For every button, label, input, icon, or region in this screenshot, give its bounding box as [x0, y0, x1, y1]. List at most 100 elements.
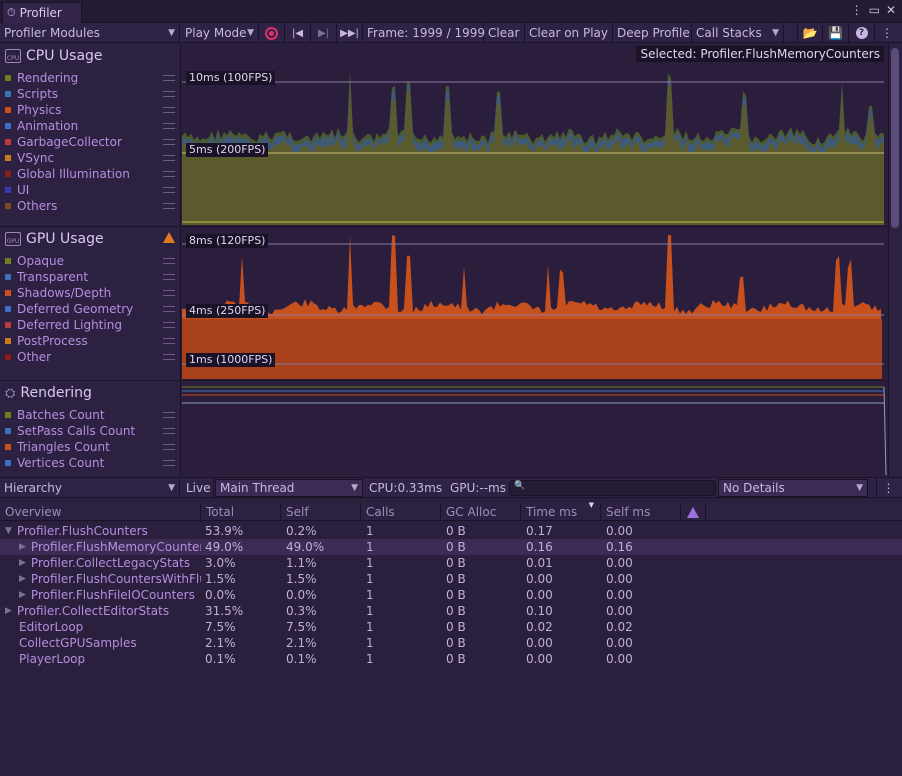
drag-handle-icon[interactable]: [163, 412, 175, 418]
hierarchy-menu-button[interactable]: ⋮: [876, 478, 900, 497]
column-time-ms[interactable]: Time ms ▼: [521, 501, 601, 521]
live-toggle[interactable]: Live: [182, 478, 214, 497]
drag-handle-icon[interactable]: [163, 460, 175, 466]
drag-handle-icon[interactable]: [163, 187, 175, 193]
column-total[interactable]: Total: [201, 503, 281, 521]
save-button[interactable]: 💾: [823, 23, 849, 43]
drag-handle-icon[interactable]: [163, 155, 175, 161]
module-legend-item[interactable]: Physics: [5, 102, 175, 118]
drag-handle-icon[interactable]: [163, 290, 175, 296]
column-self-ms[interactable]: Self ms: [601, 503, 681, 521]
module-legend-item[interactable]: Batches Count: [5, 407, 175, 423]
module-legend-item[interactable]: Vertices Count: [5, 455, 175, 471]
cpu-time-label: CPU:0.33ms: [369, 480, 443, 495]
record-button[interactable]: [259, 23, 285, 43]
module-legend-item[interactable]: PostProcess: [5, 333, 175, 349]
module-legend-item[interactable]: Transparent: [5, 269, 175, 285]
collapse-arrow-icon[interactable]: ▶: [19, 558, 26, 568]
drag-handle-icon[interactable]: [163, 338, 175, 344]
drag-handle-icon[interactable]: [163, 123, 175, 129]
clear-on-play-button[interactable]: Clear on Play: [525, 23, 613, 43]
drag-handle-icon[interactable]: [163, 274, 175, 280]
profiler-tab[interactable]: ⏱ Profiler: [2, 2, 82, 23]
module-legend-item[interactable]: Opaque: [5, 253, 175, 269]
module-legend-item[interactable]: Shadows/Depth: [5, 285, 175, 301]
profiler-modules-label: Profiler Modules: [4, 26, 100, 40]
close-icon[interactable]: ✕: [885, 3, 896, 17]
table-row[interactable]: EditorLoop 7.5% 7.5% 1 0 B 0.02 0.02: [0, 619, 902, 635]
first-frame-button[interactable]: |◀: [285, 23, 311, 43]
table-row[interactable]: CollectGPUSamples 2.1% 2.1% 1 0 B 0.00 0.00: [0, 635, 902, 651]
rendering-module[interactable]: ⛭ Rendering Batches Count SetPass Calls C…: [0, 381, 181, 477]
drag-handle-icon[interactable]: [163, 171, 175, 177]
drag-handle-icon[interactable]: [163, 322, 175, 328]
module-legend-item[interactable]: Triangles Count: [5, 439, 175, 455]
table-row[interactable]: ▶ Profiler.FlushCountersWithFlu 1.5% 1.5% 1 0…: [0, 571, 902, 587]
clear-button[interactable]: Clear: [484, 23, 525, 43]
table-row[interactable]: PlayerLoop 0.1% 0.1% 1 0 B 0.00 0.00: [0, 651, 902, 667]
module-legend-item[interactable]: VSync: [5, 150, 175, 166]
drag-handle-icon[interactable]: [163, 75, 175, 81]
drag-handle-icon[interactable]: [163, 354, 175, 360]
drag-handle-icon[interactable]: [163, 139, 175, 145]
call-stacks-dropdown[interactable]: Call Stacks ▼: [692, 23, 784, 43]
help-button[interactable]: ?: [849, 23, 875, 43]
cpu-module[interactable]: CPU CPU Usage Rendering Scripts Physics Ani…: [0, 44, 181, 227]
drag-handle-icon[interactable]: [163, 428, 175, 434]
drag-handle-icon[interactable]: [163, 203, 175, 209]
last-frame-button[interactable]: ▶▶|: [337, 23, 363, 43]
collapse-arrow-icon[interactable]: ▶: [19, 590, 26, 600]
drag-handle-icon[interactable]: [163, 91, 175, 97]
drag-handle-icon[interactable]: [163, 258, 175, 264]
series-color-swatch: [5, 171, 11, 177]
deep-profile-button[interactable]: Deep Profile: [613, 23, 692, 43]
module-legend-item[interactable]: Deferred Lighting: [5, 317, 175, 333]
table-row[interactable]: ▶ Profiler.CollectEditorStats 31.5% 0.3% 1 0 …: [0, 603, 902, 619]
column-calls[interactable]: Calls: [361, 503, 441, 521]
table-row[interactable]: ▼ Profiler.FlushCounters 53.9% 0.2% 1 0 B 0.17…: [0, 523, 902, 539]
module-legend-item[interactable]: UI: [5, 182, 175, 198]
kebab-icon[interactable]: ⋮: [850, 3, 863, 17]
next-frame-button[interactable]: ▶|: [311, 23, 337, 43]
module-legend-item[interactable]: Scripts: [5, 86, 175, 102]
column-warning[interactable]: [681, 503, 706, 521]
load-button[interactable]: 📂: [797, 23, 823, 43]
module-legend-item[interactable]: Deferred Geometry: [5, 301, 175, 317]
column-overview[interactable]: Overview: [0, 503, 201, 521]
details-dropdown[interactable]: No Details ▼: [718, 479, 868, 497]
table-row[interactable]: ▶ Profiler.CollectLegacyStats 3.0% 1.1% 1 0 B…: [0, 555, 902, 571]
drag-handle-icon[interactable]: [163, 107, 175, 113]
view-dropdown[interactable]: Hierarchy ▼: [0, 479, 180, 497]
column-self[interactable]: Self: [281, 503, 361, 521]
module-legend-item[interactable]: Other: [5, 349, 175, 365]
module-legend-label: Rendering: [17, 71, 79, 85]
module-legend-item[interactable]: SetPass Calls Count: [5, 423, 175, 439]
toolbar-menu-button[interactable]: ⋮: [875, 23, 899, 43]
profiler-modules-dropdown[interactable]: Profiler Modules ▼: [0, 24, 180, 42]
gpu-usage-chart[interactable]: 8ms (120FPS) 4ms (250FPS) 1ms (1000FPS): [182, 227, 888, 381]
table-row[interactable]: ▶ Profiler.FlushFileIOCounters 0.0% 0.0% 1 0 …: [0, 587, 902, 603]
column-gc-alloc[interactable]: GC Alloc: [441, 503, 521, 521]
drag-handle-icon[interactable]: [163, 444, 175, 450]
gpu-module[interactable]: GPU GPU Usage Opaque Transparent Shadows/D…: [0, 227, 181, 381]
drag-handle-icon[interactable]: [163, 306, 175, 312]
play-mode-dropdown[interactable]: Play Mode ▼: [181, 23, 259, 43]
collapse-arrow-icon[interactable]: ▶: [19, 542, 26, 552]
scrollbar-thumb[interactable]: [891, 48, 899, 228]
expand-arrow-icon[interactable]: ▼: [5, 526, 12, 536]
warning-icon[interactable]: [163, 232, 175, 243]
thread-dropdown[interactable]: Main Thread ▼: [215, 479, 363, 497]
maximize-icon[interactable]: ▭: [868, 3, 880, 17]
module-legend-item[interactable]: Animation: [5, 118, 175, 134]
search-input[interactable]: 🔍: [509, 480, 716, 496]
table-row[interactable]: ▶ Profiler.FlushMemoryCounters 49.0% 49.0% 1…: [0, 539, 902, 555]
module-legend-item[interactable]: GarbageCollector: [5, 134, 175, 150]
collapse-arrow-icon[interactable]: ▶: [19, 574, 26, 584]
collapse-arrow-icon[interactable]: ▶: [5, 606, 12, 616]
rendering-chart[interactable]: [182, 381, 888, 477]
module-legend-item[interactable]: Others: [5, 198, 175, 214]
module-legend-item[interactable]: Global Illumination: [5, 166, 175, 182]
cpu-usage-chart[interactable]: 10ms (100FPS) 5ms (200FPS) Selected: Pro…: [182, 44, 888, 227]
module-legend-item[interactable]: Rendering: [5, 70, 175, 86]
modules-scrollbar[interactable]: [888, 44, 902, 477]
